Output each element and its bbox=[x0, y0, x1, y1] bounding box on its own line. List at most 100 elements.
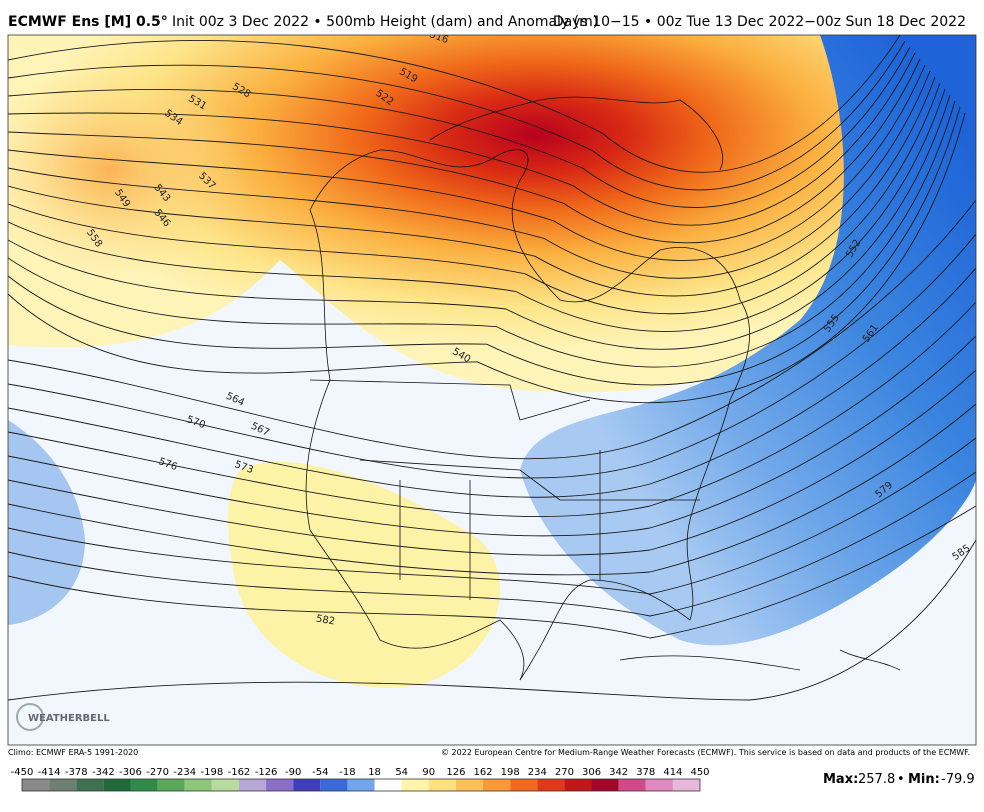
contour bbox=[8, 94, 951, 350]
contour bbox=[8, 505, 976, 639]
contour bbox=[8, 76, 936, 297]
colorbar-border bbox=[21, 778, 701, 792]
colorbar-bin bbox=[49, 779, 77, 791]
colorbar-tick-label: 378 bbox=[636, 767, 655, 778]
cold-anomaly bbox=[520, 35, 976, 646]
colorbar-tick-label: 414 bbox=[663, 767, 682, 778]
colorbar-bin bbox=[401, 779, 429, 791]
colorbar-tick-label: -54 bbox=[312, 767, 328, 778]
contour bbox=[8, 70, 931, 279]
colorbar-bin bbox=[293, 779, 321, 791]
coastlines bbox=[305, 96, 901, 681]
contour bbox=[8, 539, 976, 701]
colorbar: -450 -414 -378 -342 -306 -270 -234 -198 -162 -126… bbox=[11, 767, 710, 792]
colorbar-tick-label: -414 bbox=[38, 767, 61, 778]
contour bbox=[8, 301, 976, 517]
contour bbox=[8, 35, 901, 173]
height-contours bbox=[8, 35, 976, 701]
stats: Max: 257.8 • Min: -79.9 bbox=[823, 772, 975, 787]
colorbar-tick-label: 18 bbox=[368, 767, 381, 778]
colorbar-tick-label: -306 bbox=[119, 767, 142, 778]
contour bbox=[8, 52, 916, 226]
colorbar-tick-label: -162 bbox=[228, 767, 251, 778]
colorbar-bin bbox=[537, 779, 565, 791]
colorbar-bin bbox=[266, 779, 294, 791]
colorbar-tick-label: 126 bbox=[446, 767, 465, 778]
contour bbox=[8, 88, 946, 332]
contour bbox=[8, 199, 976, 460]
colorbar-tick-label: 306 bbox=[582, 767, 601, 778]
colorbar-bin bbox=[103, 779, 131, 791]
colorbar-tick-label: 198 bbox=[501, 767, 520, 778]
colorbar-bin bbox=[672, 779, 700, 791]
map: 5165195225285315345375435465495585405525… bbox=[8, 29, 976, 745]
colorbar-tick-label: -270 bbox=[146, 767, 169, 778]
colorbar-tick-label: -198 bbox=[200, 767, 223, 778]
colorbar-bin bbox=[564, 779, 592, 791]
contour bbox=[8, 112, 966, 404]
colorbar-bin bbox=[130, 779, 158, 791]
colorbar-bin bbox=[455, 779, 484, 791]
colorbar-bin bbox=[211, 779, 239, 791]
colorbar-tick-label: 342 bbox=[609, 767, 628, 778]
contour bbox=[8, 40, 906, 191]
colorbar-bin bbox=[157, 779, 185, 791]
contour bbox=[8, 100, 956, 368]
max-value: 257.8 bbox=[858, 772, 895, 787]
contour bbox=[8, 369, 976, 556]
max-label: Max: bbox=[823, 772, 858, 787]
min-value: -79.9 bbox=[941, 772, 975, 787]
contour bbox=[8, 471, 976, 617]
contour bbox=[8, 437, 976, 595]
colorbar-bin bbox=[76, 779, 104, 791]
min-label: Min: bbox=[908, 772, 940, 787]
logo: WEATHERBELL bbox=[16, 703, 110, 731]
contour bbox=[8, 46, 911, 208]
colorbar-bin bbox=[618, 779, 646, 791]
cold-anomaly-west bbox=[8, 420, 85, 625]
colorbar-bin bbox=[591, 779, 619, 791]
contour-label: 516 bbox=[428, 29, 450, 46]
climo: Climo: ECMWF ERA-5 1991-2020 bbox=[8, 748, 138, 757]
period: Days 10−15 • 00z Tue 13 Dec 2022−00z Sun… bbox=[553, 14, 966, 30]
colorbar-tick-label: 90 bbox=[422, 767, 435, 778]
colorbar-tick-label: -342 bbox=[92, 767, 115, 778]
colorbar-tick-label: -234 bbox=[173, 767, 196, 778]
contour bbox=[8, 64, 926, 261]
contour bbox=[8, 403, 976, 576]
colorbar-tick-label: -378 bbox=[65, 767, 88, 778]
contour bbox=[8, 267, 976, 498]
colorbar-bin bbox=[483, 779, 511, 791]
contour bbox=[8, 335, 976, 537]
colorbar-bin bbox=[347, 779, 375, 791]
colorbar-tick-label: 54 bbox=[395, 767, 408, 778]
copyright: © 2022 European Centre for Medium-Range … bbox=[441, 748, 970, 757]
map-border bbox=[7, 34, 977, 746]
colorbar-bin bbox=[428, 779, 456, 791]
contour bbox=[8, 233, 976, 479]
contour-label: 582 bbox=[315, 613, 336, 627]
contour bbox=[8, 106, 961, 386]
colorbar-tick-label: 450 bbox=[690, 767, 709, 778]
logo-text: WEATHERBELL bbox=[28, 713, 110, 724]
colorbar-bin bbox=[320, 779, 348, 791]
colorbar-tick-label: 162 bbox=[473, 767, 492, 778]
colorbar-tick-label: -450 bbox=[11, 767, 34, 778]
colorbar-bin bbox=[645, 779, 673, 791]
colorbar-bin bbox=[184, 779, 212, 791]
colorbar-bin bbox=[374, 779, 402, 791]
colorbar-tick-label: -126 bbox=[255, 767, 278, 778]
model-name: ECMWF Ens [M] 0.5° bbox=[8, 14, 168, 30]
separator: • bbox=[897, 772, 905, 787]
contour bbox=[8, 82, 941, 315]
colorbar-bin bbox=[238, 779, 267, 791]
description: Init 00z 3 Dec 2022 • 500mb Height (dam)… bbox=[172, 14, 598, 30]
warm-anomaly-southwest bbox=[228, 461, 500, 688]
colorbar-tick-label: 270 bbox=[555, 767, 574, 778]
colorbar-bin bbox=[510, 779, 538, 791]
colorbar-tick-label: -90 bbox=[285, 767, 301, 778]
colorbar-tick-label: -18 bbox=[339, 767, 355, 778]
contour bbox=[8, 58, 921, 244]
colorbar-tick-label: 234 bbox=[528, 767, 547, 778]
